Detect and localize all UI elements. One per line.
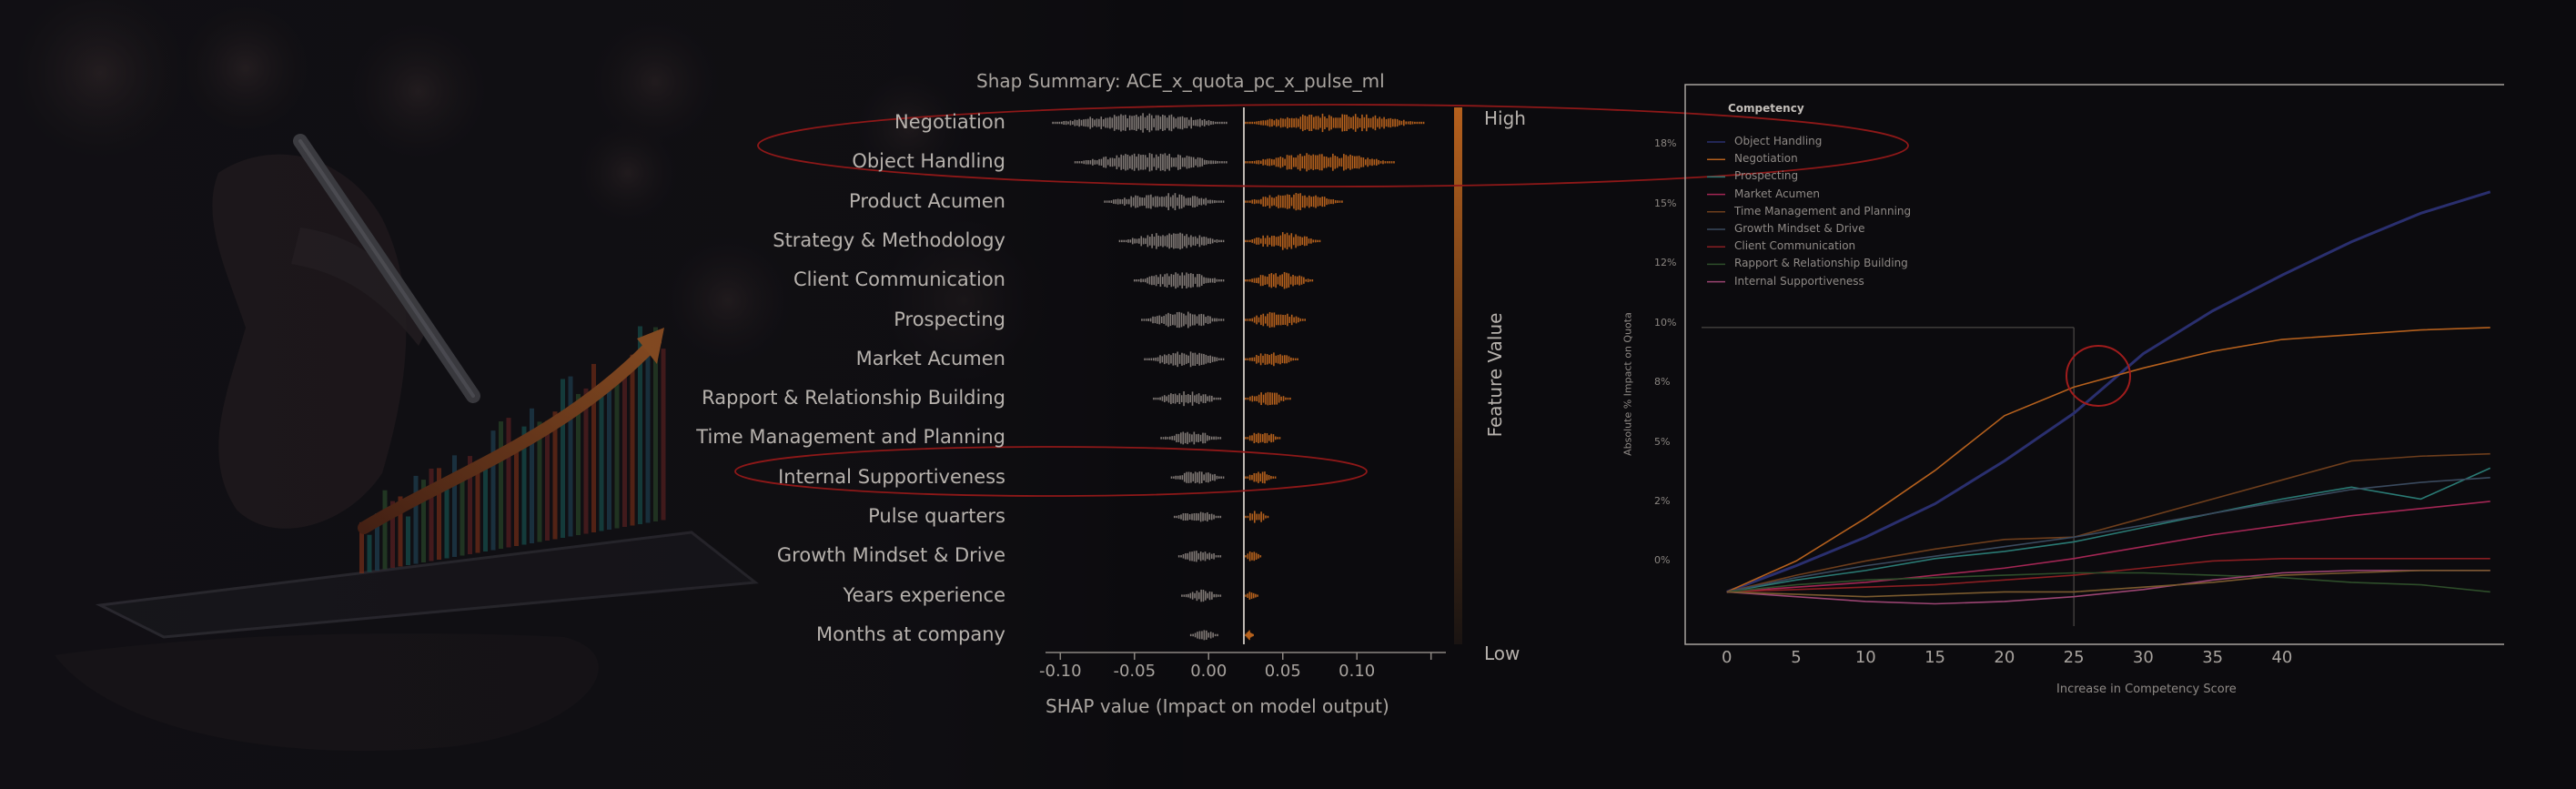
- shap-tick-label: -0.05: [1113, 662, 1157, 681]
- feature-label: Strategy & Methodology: [773, 228, 1005, 251]
- series-line: [1726, 327, 2490, 593]
- highlight-ellipse-top: [757, 104, 1909, 187]
- legend-item: Rapport & Relationship Building: [1734, 257, 1908, 270]
- line-x-axis-label: Increase in Competency Score: [2056, 683, 2237, 696]
- series-line: [1726, 501, 2490, 593]
- feature-label: Market Acumen: [855, 347, 1005, 369]
- shap-x-ticks: [1059, 652, 1432, 660]
- shap-x-axis-label: SHAP value (Impact on model output): [1046, 695, 1389, 717]
- legend-item: Time Management and Planning: [1734, 204, 1912, 217]
- y-tick-label: 5%: [1654, 435, 1671, 448]
- highlight-ellipse-point: [2066, 345, 2131, 407]
- feature-label: Growth Mindset & Drive: [776, 544, 1005, 567]
- x-tick-label: 10: [1854, 648, 1876, 667]
- background-photo: [0, 0, 1183, 789]
- series-line: [1726, 190, 2491, 593]
- legend-item: Object Handling: [1734, 135, 1823, 147]
- colorbar-high-label: High: [1484, 107, 1526, 129]
- legend-item: Negotiation: [1734, 152, 1798, 166]
- colorbar-title: Feature Value: [1484, 312, 1506, 438]
- legend-item: Growth Mindset & Drive: [1734, 222, 1865, 235]
- shap-tick-label: -0.10: [1038, 662, 1082, 681]
- feature-label: Object Handling: [852, 150, 1005, 173]
- shap-title: Shap Summary: ACE_x_quota_pc_x_pulse_ml: [976, 70, 1385, 92]
- line-y-axis-label: Absolute % Impact on Quota: [1621, 312, 1634, 456]
- series-line: [1726, 570, 2490, 598]
- shap-swarm-layer: [1052, 113, 1425, 641]
- series-line: [1726, 467, 2491, 593]
- legend-item: Market Acumen: [1734, 187, 1820, 200]
- feature-label: Internal Supportiveness: [778, 465, 1005, 488]
- legend-title: Competency: [1728, 102, 1804, 115]
- y-tick-label: 10%: [1654, 316, 1677, 329]
- feature-label: Pulse quarters: [868, 505, 1005, 527]
- feature-value-colorbar: [1454, 107, 1462, 644]
- y-tick-label: 0%: [1654, 554, 1671, 567]
- x-tick-label: 15: [1924, 648, 1946, 667]
- legend-item: Client Communication: [1734, 239, 1856, 253]
- x-tick-label: 40: [2271, 648, 2293, 667]
- x-tick-label: 5: [1791, 648, 1802, 667]
- series-line: [1726, 557, 2490, 593]
- y-tick-label: 8%: [1654, 376, 1671, 389]
- series-line: [1726, 452, 2490, 593]
- reference-guides: [1702, 327, 2075, 626]
- shap-tick-label: 0.05: [1264, 662, 1301, 681]
- feature-label: Prospecting: [894, 308, 1005, 330]
- feature-label: Negotiation: [894, 111, 1005, 133]
- series-lines: [1726, 190, 2491, 605]
- feature-label: Rapport & Relationship Building: [702, 387, 1005, 410]
- legend-item: Prospecting: [1734, 169, 1799, 183]
- highlight-ellipse-internal: [734, 446, 1368, 497]
- x-tick-label: 25: [2063, 648, 2085, 667]
- feature-label: Years experience: [843, 583, 1005, 606]
- series-line: [1726, 572, 2490, 593]
- x-tick-label: 20: [1994, 648, 2015, 667]
- feature-label: Months at company: [815, 622, 1005, 645]
- shap-tick-label: 0.00: [1190, 662, 1227, 681]
- y-tick-label: 12%: [1654, 257, 1677, 269]
- colorbar-low-label: Low: [1484, 642, 1520, 664]
- feature-label: Time Management and Planning: [696, 426, 1005, 449]
- series-line: [1726, 570, 2490, 605]
- x-tick-label: 35: [2202, 648, 2224, 667]
- legend-swatches: [1707, 141, 1725, 283]
- shap-summary-plot: [734, 104, 1909, 660]
- y-tick-label: 15%: [1654, 197, 1677, 209]
- chart-frame: [1684, 84, 2504, 645]
- series-line: [1726, 477, 2490, 593]
- feature-label: Product Acumen: [849, 189, 1005, 212]
- x-tick-label: 0: [1722, 648, 1732, 667]
- legend-item: Internal Supportiveness: [1734, 274, 1864, 288]
- y-tick-label: 2%: [1654, 494, 1671, 507]
- feature-label: Client Communication: [793, 268, 1005, 291]
- shap-tick-label: 0.10: [1339, 662, 1376, 681]
- competency-line-chart: [1684, 84, 2504, 645]
- y-tick-label: 18%: [1654, 137, 1677, 150]
- x-tick-label: 30: [2132, 648, 2154, 667]
